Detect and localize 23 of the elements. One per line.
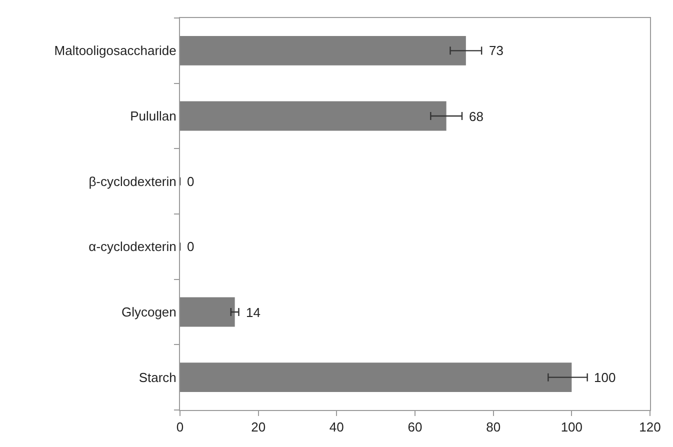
data-label: 0 <box>187 174 194 189</box>
data-label: 68 <box>469 109 484 124</box>
data-label: 14 <box>246 305 260 320</box>
y-tick-label: Glycogen <box>121 304 176 320</box>
data-label: 100 <box>594 370 616 385</box>
y-tick-label: Maltooligosaccharide <box>54 43 176 58</box>
x-tick-label: 100 <box>560 420 583 435</box>
y-tick-label: β-cyclodexterin <box>88 174 176 189</box>
bar <box>180 362 572 392</box>
x-tick-label: 120 <box>639 420 661 435</box>
x-tick-label: 20 <box>251 420 266 435</box>
bar <box>180 101 446 131</box>
y-tick-label: Pulullan <box>130 108 176 124</box>
bar <box>180 297 235 327</box>
data-label: 0 <box>187 239 194 254</box>
bar <box>180 36 466 66</box>
x-tick-label: 0 <box>176 420 184 435</box>
data-label: 73 <box>489 43 504 58</box>
x-tick-label: 60 <box>408 420 422 435</box>
x-tick-label: 80 <box>486 420 501 435</box>
y-tick-label: Starch <box>138 370 176 385</box>
x-tick-label: 40 <box>329 420 344 435</box>
y-tick-label: α-cyclodexterin <box>88 239 176 254</box>
